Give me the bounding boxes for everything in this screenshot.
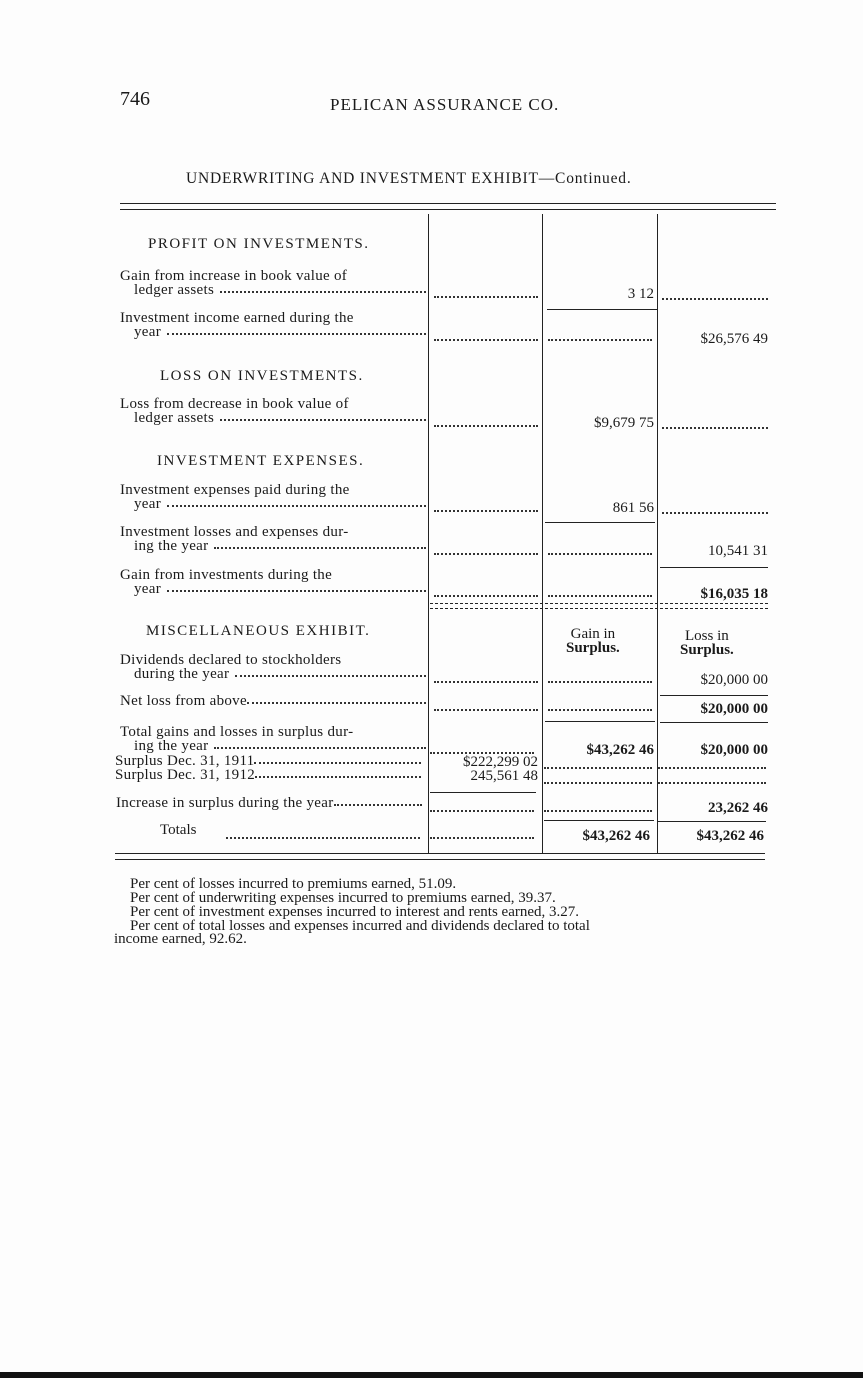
leader-dots [434, 425, 538, 427]
value: 861 56 [612, 500, 654, 516]
page-number: 746 [120, 88, 150, 110]
footnote: Per cent of underwriting expenses incurr… [130, 890, 556, 906]
footnote: Per cent of investment expenses incurred… [130, 904, 580, 920]
row-label-totals: Totals [160, 822, 197, 838]
rule [545, 721, 655, 722]
value: $9,679 75 [594, 415, 654, 431]
row-label: Gain from investments during the year [120, 568, 426, 597]
rule [430, 603, 768, 604]
column-divider [542, 214, 543, 854]
column-header-gain: Gain in Surplus. [566, 626, 620, 656]
rule [115, 853, 765, 854]
value: $222,299 02 [463, 754, 538, 770]
leader-dots [434, 595, 538, 597]
leader-dots [548, 595, 652, 597]
row-label: Total gains and losses in surplus dur-in… [120, 725, 426, 754]
leader-dots [544, 767, 652, 769]
rule [660, 722, 768, 723]
rule [547, 309, 657, 310]
leader-dots [662, 427, 768, 429]
row-label: Net loss from above [120, 694, 426, 709]
leader-dots [434, 709, 538, 711]
footnote: Per cent of losses incurred to premiums … [130, 876, 457, 892]
value: $16,035 18 [700, 586, 769, 602]
section-heading: LOSS ON INVESTMENTS. [160, 368, 364, 384]
row-label: Investment expenses paid during the year [120, 483, 426, 512]
value: $43,262 46 [696, 828, 765, 844]
value: $20,000 00 [700, 701, 769, 717]
section-heading: INVESTMENT EXPENSES. [157, 453, 365, 469]
leader-dots [662, 512, 768, 514]
leader-dots [430, 837, 534, 839]
column-divider [657, 214, 658, 854]
value: $26,576 49 [700, 331, 769, 347]
leader-dots [434, 510, 538, 512]
leader-dots [544, 782, 652, 784]
leader-dots [658, 767, 766, 769]
footnote: income earned, 92.62. [114, 931, 247, 947]
row-label: Surplus Dec. 31, 1912 [115, 768, 421, 783]
row-label: Investment income earned during the year [120, 311, 426, 340]
leader-dots [548, 709, 652, 711]
row-label: Dividends declared to stockholders during… [120, 653, 426, 682]
value: $43,262 46 [586, 742, 655, 758]
column-header-loss: Loss in Surplus. [680, 628, 734, 658]
leader-dots [548, 339, 652, 341]
rule [430, 608, 768, 609]
rule [660, 567, 768, 568]
column-divider [428, 214, 429, 854]
footnote: Per cent of total losses and expenses in… [130, 918, 590, 934]
leader-dots [434, 553, 538, 555]
row-label: Increase in surplus during the year [116, 796, 422, 811]
row-label: Gain from increase in book value of ledge… [120, 269, 426, 298]
leader-dots [548, 681, 652, 683]
leader-dots [430, 810, 534, 812]
leader-dots [662, 298, 768, 300]
leader-dots [548, 553, 652, 555]
value: $43,262 46 [582, 828, 651, 844]
rule [545, 522, 655, 523]
leader-dots [434, 681, 538, 683]
row-label: Investment losses and expenses dur-ing t… [120, 525, 426, 554]
leader-dots [226, 837, 420, 839]
leader-dots [434, 296, 538, 298]
rule [544, 820, 654, 821]
exhibit-title: UNDERWRITING AND INVESTMENT EXHIBIT—Cont… [186, 170, 632, 187]
value: 23,262 46 [708, 800, 768, 816]
section-heading: PROFIT ON INVESTMENTS. [148, 236, 370, 252]
value: 245,561 48 [470, 768, 539, 784]
leader-dots [430, 752, 534, 754]
leader-dots [544, 810, 652, 812]
section-heading: MISCELLANEOUS EXHIBIT. [146, 623, 371, 639]
rule [430, 792, 536, 793]
leader-dots [434, 339, 538, 341]
rule [660, 695, 768, 696]
rule [120, 203, 776, 204]
value: 3 12 [627, 286, 654, 302]
scan-edge [0, 1372, 863, 1378]
value: $20,000 00 [700, 672, 769, 688]
rule [658, 821, 766, 822]
rule [120, 209, 776, 210]
row-label: Loss from decrease in book value of ledge… [120, 397, 426, 426]
value: $20,000 00 [700, 742, 769, 758]
row-label: Surplus Dec. 31, 1911 [115, 754, 421, 769]
rule [115, 859, 765, 860]
value: 10,541 31 [708, 543, 768, 559]
leader-dots [658, 782, 766, 784]
company-name: PELICAN ASSURANCE CO. [330, 95, 560, 114]
